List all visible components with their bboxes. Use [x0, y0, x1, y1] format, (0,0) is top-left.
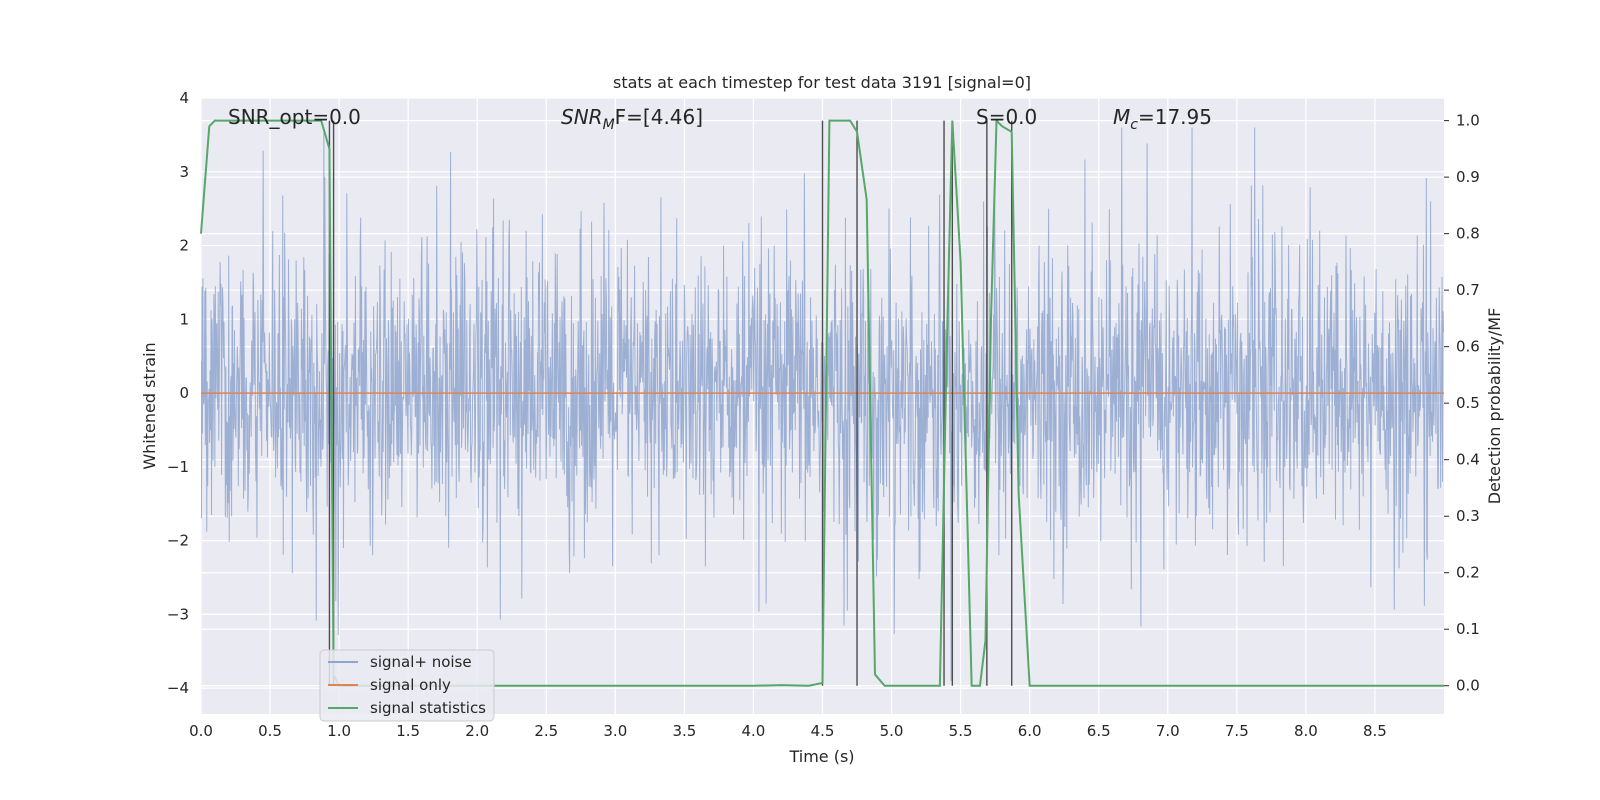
- x-tick-label: 2.5: [534, 722, 558, 740]
- y-axis-label-right: Detection probability/MF: [1485, 308, 1504, 505]
- x-tick-label: 4.5: [811, 722, 835, 740]
- x-tick-label: 6.0: [1018, 722, 1042, 740]
- x-tick-label: 8.0: [1294, 722, 1318, 740]
- annotation-mc-suffix: =17.95: [1138, 105, 1212, 129]
- annotation-snr-opt: SNR_opt=0.0: [228, 105, 361, 129]
- series-signal-statistics-line: [200, 118, 1444, 687]
- annotation-mc-prefix: M: [1113, 105, 1130, 129]
- legend-label-noise: signal+ noise: [370, 653, 472, 671]
- y-tick-label-right: 0.5: [1456, 394, 1480, 412]
- y-axis-label-left: Whitened strain: [140, 342, 159, 469]
- annotation-snr-mf-sub: M: [603, 117, 615, 133]
- y-tick-label-left: 3: [179, 163, 189, 181]
- x-tick-label: 3.0: [603, 722, 627, 740]
- y-tick-label-left: 2: [179, 237, 189, 255]
- y-tick-label-right: 0.3: [1456, 507, 1480, 525]
- x-tick-label: 7.5: [1225, 722, 1249, 740]
- annotation-s: S=0.0: [976, 105, 1037, 129]
- x-tick-label: 0.0: [189, 722, 213, 740]
- y-tick-label-left: −2: [167, 532, 189, 550]
- y-tick-label-left: 4: [179, 89, 189, 107]
- x-axis-label: Time (s): [788, 747, 854, 766]
- x-tick-label: 1.5: [396, 722, 420, 740]
- x-tick-label: 2.0: [465, 722, 489, 740]
- tick-labels: 0.0 0.5 1.0 1.5 2.0 2.5 3.0 3.5 4.0 4.5 5.0 5.5 6.0 6…: [167, 89, 1480, 740]
- y-tick-label-right: 1.0: [1456, 112, 1480, 130]
- x-tick-label: 4.0: [742, 722, 766, 740]
- legend: signal+ noise signal only signal statist…: [319, 649, 495, 722]
- y-tick-label-right: 0.0: [1456, 677, 1480, 695]
- y-tick-label-right: 0.6: [1456, 338, 1480, 356]
- x-tick-label: 1.0: [327, 722, 351, 740]
- x-tick-label: 3.5: [672, 722, 696, 740]
- y-tick-label-left: −3: [167, 605, 189, 623]
- x-tick-label: 5.5: [949, 722, 973, 740]
- annotation-snr-mf-suffix: F=[4.46]: [615, 105, 703, 129]
- y-tick-label-right: 0.1: [1456, 620, 1480, 638]
- annotation-mc-sub: c: [1130, 117, 1138, 133]
- x-tick-label: 0.5: [258, 722, 282, 740]
- chart-title: stats at each timestep for test data 319…: [613, 73, 1031, 92]
- y-tick-label-left: −1: [167, 458, 189, 476]
- x-tick-label: 8.5: [1363, 722, 1387, 740]
- y-tick-label-right: 0.7: [1456, 281, 1480, 299]
- y-tick-label-left: −4: [167, 679, 189, 697]
- y-tick-label-right: 0.4: [1456, 451, 1480, 469]
- x-tick-label: 6.5: [1087, 722, 1111, 740]
- y-tick-label-left: 0: [179, 384, 189, 402]
- annotation-snr-mf: SNRMF=[4.46]: [561, 105, 703, 133]
- y-tick-label-left: 1: [179, 310, 189, 328]
- annotation-snr-mf-prefix: SNR: [561, 105, 603, 129]
- y-tick-label-right: 0.9: [1456, 168, 1480, 186]
- y-tick-label-right: 0.2: [1456, 564, 1480, 582]
- x-tick-label: 5.0: [880, 722, 904, 740]
- x-tick-label: 7.0: [1156, 722, 1180, 740]
- legend-box: [319, 649, 495, 722]
- vertical-markers: [200, 118, 1444, 687]
- annotation-mc: Mc=17.95: [1113, 105, 1212, 133]
- y-tick-label-right: 0.8: [1456, 225, 1480, 243]
- legend-label-stat: signal statistics: [370, 699, 486, 717]
- legend-label-signal: signal only: [370, 676, 451, 694]
